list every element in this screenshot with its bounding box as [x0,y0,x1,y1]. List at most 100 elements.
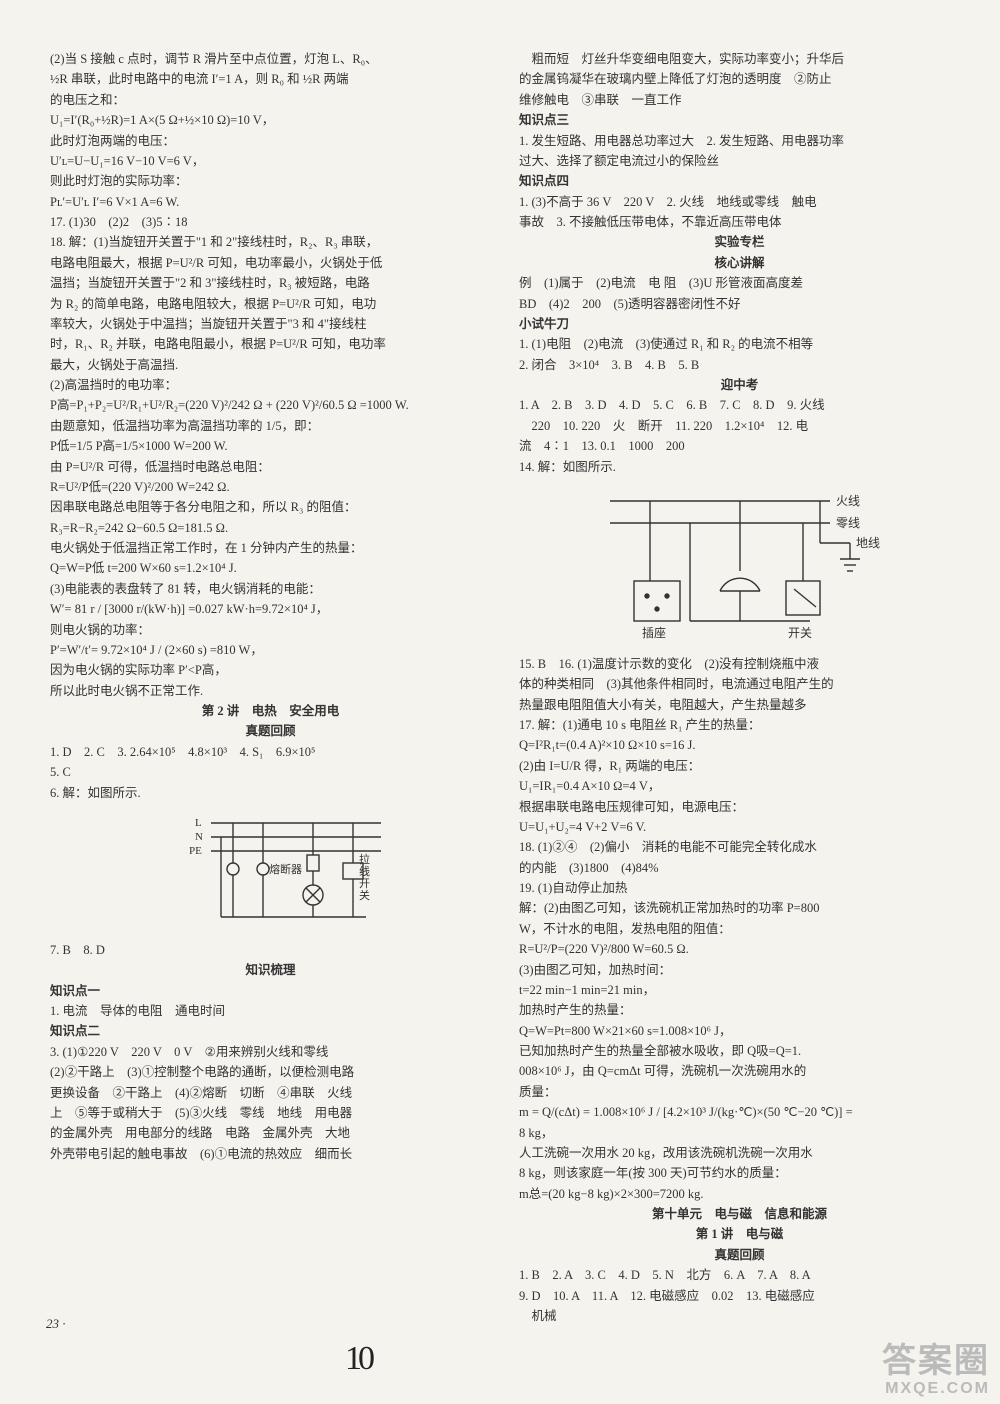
text: 的电压之和： [50,91,491,110]
text: 所以此时电火锅不正常工作. [50,682,491,701]
text: 率较大，火锅处于中温挡；当旋钮开关置于"3 和 4"接线柱 [50,315,491,334]
subsection-title: 迎中考 [519,376,960,395]
text: 人工洗碗一次用水 20 kg，改用该洗碗机洗碗一次用水 [519,1144,960,1163]
text: 220 10. 220 火 断开 11. 220 1.2×10⁴ 12. 电 [519,417,960,436]
knowledge-point-title: 知识点四 [519,172,960,191]
text: 的金属外壳 用电部分的线路 电路 金属外壳 大地 [50,1124,491,1143]
text: 则此时灯泡的实际功率： [50,172,491,191]
circuit-diagram-1: L N PE 熔断器 拉线开关 [151,807,391,937]
label-socket: 插座 [642,625,666,640]
text: 1. D 2. C 3. 2.64×10⁵ 4.8×10³ 4. S₁ 6.9×… [50,743,491,762]
text: 解：(2)由图乙可知，该洗碗机正常加热时的功率 P=800 [519,899,960,918]
text: 7. B 8. D [50,941,491,960]
text: 的金属钨凝华在玻璃内壁上降低了灯泡的透明度 ②防止 [519,70,960,89]
label-switch: 拉线开关 [359,852,370,902]
label-switch: 开关 [788,626,812,640]
text: W，不计水的电阻，发热电阻的阻值： [519,920,960,939]
label-ground: 地线 [856,536,880,550]
text: 15. B 16. (1)温度计示数的变化 (2)没有控制烧瓶中液 [519,655,960,674]
text: m = Q/(cΔt) = 1.008×10⁶ J / [4.2×10³ J/(… [519,1103,960,1122]
text: t=22 min−1 min=21 min， [519,981,960,1000]
text: 1. (1)电阻 (2)电流 (3)使通过 R₁ 和 R₂ 的电流不相等 [519,335,960,354]
text: 14. 解：如图所示. [519,458,960,477]
subsection-title: 实验专栏 [519,233,960,252]
text: Q=I²R₁t=(0.4 A)²×10 Ω×10 s=16 J. [519,736,960,755]
section-title: 第 2 讲 电热 安全用电 [50,702,491,721]
text: 过大、选择了额定电流过小的保险丝 [519,152,960,171]
text: 1. B 2. A 3. C 4. D 5. N 北方 6. A 7. A 8.… [519,1266,960,1285]
text: BD (4)2 200 (5)透明容器密闭性不好 [519,295,960,314]
text: 粗而短 灯丝升华变细电阻变大，实际功率变小；升华后 [519,50,960,69]
text: R=U²/P=(220 V)²/800 W=60.5 Ω. [519,940,960,959]
page-number: 23 · [46,1314,66,1334]
right-column: 粗而短 灯丝升华变细电阻变大，实际功率变小；升华后 的金属钨凝华在玻璃内壁上降低… [519,50,960,1327]
text: 的内能 (3)1800 (4)84% [519,859,960,878]
subsection-title: 小试牛刀 [519,315,960,334]
subsection-title: 真题回顾 [50,722,491,741]
text: 8 kg，则该家庭一年(按 300 天)可节约水的质量： [519,1164,960,1183]
text: 3. (1)①220 V 220 V 0 V ②用来辨别火线和零线 [50,1043,491,1062]
text: 2. 闭合 3×10⁴ 3. B 4. B 5. B [519,356,960,375]
label-PE: PE [189,845,202,857]
text: 电路电阻最大，根据 P=U²/R 可知，电功率最小，火锅处于低 [50,254,491,273]
text: 事故 3. 不接触低压带电体，不靠近高压带电体 [519,213,960,232]
text: 为 R₂ 的简单电路，电路电阻较大，根据 P=U²/R 可知，电功 [50,295,491,314]
text: P高=P₁+P₂=U²/R₁+U²/R₂=(220 V)²/242 Ω + (2… [50,396,491,415]
text: 因为电火锅的实际功率 P′<P高， [50,661,491,680]
knowledge-point-title: 知识点二 [50,1022,491,1041]
text: 17. 解：(1)通电 10 s 电阻丝 R₁ 产生的热量： [519,716,960,735]
text: 17. (1)30 (2)2 (3)5∶18 [50,213,491,232]
text: W′= 81 r / [3000 r/(kW·h)] =0.027 kW·h=9… [50,600,491,619]
text: 008×10⁶ J，由 Q=cmΔt 可得，洗碗机一次洗碗用水的 [519,1062,960,1081]
text: (2)高温挡时的电功率： [50,376,491,395]
text: 1. 电流 导体的电阻 通电时间 [50,1002,491,1021]
text: m总=(20 kg−8 kg)×2×300=7200 kg. [519,1185,960,1204]
text: 1. (3)不高于 36 V 220 V 2. 火线 地线或零线 触电 [519,193,960,212]
subsection-title: 知识梳理 [50,961,491,980]
text: 加热时产生的热量： [519,1001,960,1020]
text: 已知加热时产生的热量全部被水吸收，即 Q吸=Q=1. [519,1042,960,1061]
text: 时，R₁、R₂ 并联，电路电阻最小，根据 P=U²/R 可知，电功率 [50,335,491,354]
text: 最大，火锅处于高温挡. [50,356,491,375]
text: R₃=R−R₂=242 Ω−60.5 Ω=181.5 Ω. [50,519,491,538]
text: 由题意知，低温挡功率为高温挡功率的 1/5，即： [50,417,491,436]
text: (3)由图乙可知，加热时间： [519,961,960,980]
text: (2)②干路上 (3)①控制整个电路的通断，以便检测电路 [50,1063,491,1082]
text: 更换设备 ②干路上 (4)②熔断 切断 ④串联 火线 [50,1084,491,1103]
text: 18. 解：(1)当旋钮开关置于"1 和 2"接线柱时，R₂、R₃ 串联， [50,233,491,252]
watermark: 答案圈 MXQE.COM [882,1343,990,1398]
text: U=U₁+U₂=4 V+2 V=6 V. [519,818,960,837]
text: U₁=I′(R₀+½R)=1 A×(5 Ω+½×10 Ω)=10 V， [50,111,491,130]
text: 电火锅处于低温挡正常工作时，在 1 分钟内产生的热量： [50,539,491,558]
text: 9. D 10. A 11. A 12. 电磁感应 0.02 13. 电磁感应 [519,1287,960,1306]
text: 维修触电 ③串联 一直工作 [519,91,960,110]
text: 19. (1)自动停止加热 [519,879,960,898]
text: 外壳带电引起的触电事故 (6)①电流的热效应 细而长 [50,1145,491,1164]
text: 例 (1)属于 (2)电流 电 阻 (3)U 形管液面高度差 [519,274,960,293]
watermark-line1: 答案圈 [882,1343,990,1380]
text: 由 P=U²/R 可得，低温挡时电路总电阻： [50,458,491,477]
watermark-line2: MXQE.COM [882,1380,990,1398]
text: (2)由 I=U/R 得，R₁ 两端的电压： [519,757,960,776]
text: 上 ⑤等于或稍大于 (5)③火线 零线 地线 用电器 [50,1104,491,1123]
subsection-title: 真题回顾 [519,1246,960,1265]
label-N: N [195,831,203,843]
text: Q=W=P低 t=200 W×60 s=1.2×10⁴ J. [50,559,491,578]
knowledge-point-title: 知识点三 [519,111,960,130]
text: 因串联电路总电阻等于各分电阻之和，所以 R₃ 的阻值： [50,498,491,517]
text: ½R 串联，此时电路中的电流 I′=1 A，则 R₀ 和 ½R 两端 [50,70,491,89]
text: P低=1/5 P高=1/5×1000 W=200 W. [50,437,491,456]
text: Pʟ′=U′ʟ I′=6 V×1 A=6 W. [50,193,491,212]
section-title: 第 1 讲 电与磁 [519,1225,960,1244]
text: 流 4∶1 13. 0.1 1000 200 [519,437,960,456]
text: U′ʟ=U−U₁=16 V−10 V=6 V， [50,152,491,171]
text: 质量： [519,1083,960,1102]
text: 此时灯泡两端的电压： [50,132,491,151]
text: U₁=IR₁=0.4 A×10 Ω=4 V， [519,777,960,796]
text: P′=W′/t′= 9.72×10⁴ J / (2×60 s) =810 W， [50,641,491,660]
text: 温挡；当旋钮开关置于"2 和 3"接线柱时，R₃ 被短路，电路 [50,274,491,293]
text: 1. 发生短路、用电器总功率过大 2. 发生短路、用电器功率 [519,132,960,151]
text: 机械 [519,1307,960,1326]
text: 热量跟电阻阻值大小有关，电阻越大，产生热量越多 [519,696,960,715]
label-hot: 火线 [836,494,860,508]
